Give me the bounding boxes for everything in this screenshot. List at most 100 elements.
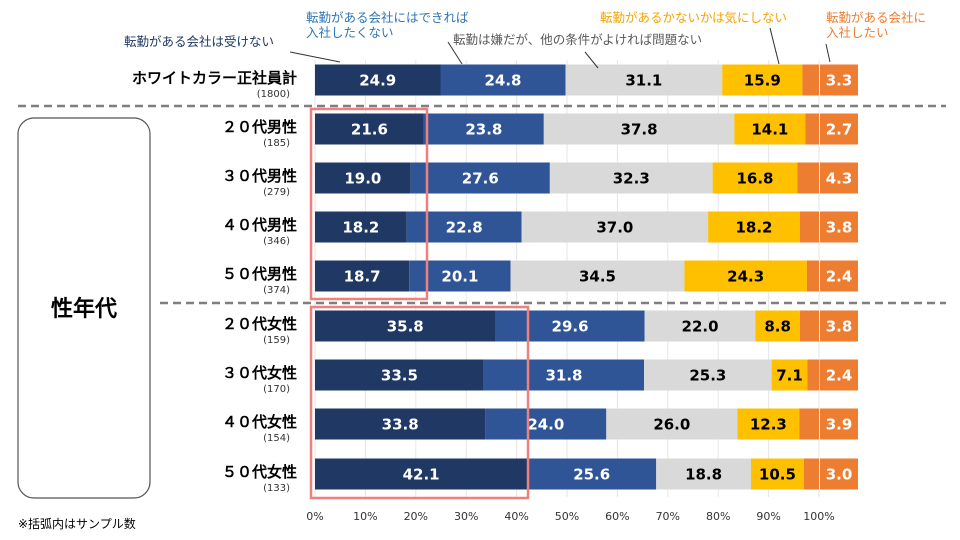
bar-segment-outside-box <box>820 211 858 243</box>
legend-label: 転勤がある会社に <box>826 10 926 25</box>
bar-segment <box>799 408 819 440</box>
legend-label: 入社したくない <box>306 25 394 40</box>
data-label: 27.6 <box>462 170 499 188</box>
x-tick-label: 0% <box>306 510 323 523</box>
data-label: 34.5 <box>579 268 616 286</box>
bar-segment <box>737 408 800 440</box>
bar-segment <box>684 260 807 292</box>
data-label: 24.3 <box>727 268 764 286</box>
bar-segment <box>543 113 735 145</box>
data-label: 2.7 <box>826 121 853 139</box>
row-label: ５０代女性 <box>222 463 297 481</box>
bar-segment <box>755 310 800 342</box>
legend-leader-line <box>447 41 463 65</box>
bar-segment <box>644 310 756 342</box>
bar-segment-outside-box <box>820 458 858 490</box>
bar-segment <box>722 64 803 96</box>
row-sample-size: (154) <box>263 433 290 444</box>
data-label: 18.7 <box>344 268 381 286</box>
bar-segment <box>644 359 772 391</box>
bar-segment <box>483 359 645 391</box>
data-label: 31.1 <box>625 72 662 90</box>
data-label: 3.8 <box>826 219 853 237</box>
group-label: 性年代 <box>51 296 117 322</box>
data-label: 35.8 <box>387 318 424 336</box>
row-label: ４０代女性 <box>222 413 297 431</box>
row-label: ３０代女性 <box>222 364 297 382</box>
data-label: 2.4 <box>826 367 853 385</box>
bar-segment <box>410 162 550 194</box>
row-label: ２０代男性 <box>222 118 297 136</box>
bar-segment <box>802 64 819 96</box>
data-label: 21.6 <box>351 121 388 139</box>
bar-segment <box>521 211 709 243</box>
row-label: ２０代女性 <box>222 315 297 333</box>
bar-segment <box>315 408 486 440</box>
row-label: ４０代男性 <box>222 216 297 234</box>
group-box <box>17 117 151 499</box>
x-tick-label: 60% <box>605 510 629 523</box>
row-label: ホワイトカラー正社員計 <box>132 69 297 87</box>
row-sample-size: (133) <box>263 483 290 494</box>
data-label: 8.8 <box>764 318 791 336</box>
data-label: 24.9 <box>359 72 396 90</box>
bar-segment <box>315 211 407 243</box>
data-label: 25.6 <box>573 466 610 484</box>
data-label: 18.8 <box>685 466 722 484</box>
highlight-box <box>309 107 429 301</box>
data-label: 33.5 <box>381 367 418 385</box>
legend-leader-line <box>825 43 831 63</box>
bar-segment-outside-box <box>820 359 858 391</box>
data-label: 31.8 <box>545 367 582 385</box>
data-label: 29.6 <box>552 318 589 336</box>
data-label: 3.0 <box>826 466 853 484</box>
bar-segment <box>734 113 806 145</box>
x-tick-label: 70% <box>656 510 680 523</box>
data-label: 3.8 <box>826 318 853 336</box>
data-label: 24.8 <box>484 72 521 90</box>
legend-label: 入社したい <box>826 25 889 40</box>
bar-segment <box>799 211 819 243</box>
bar-segment <box>606 408 738 440</box>
row-sample-size: (159) <box>263 335 290 346</box>
legend-leader-line <box>584 51 599 69</box>
data-label: 20.1 <box>441 268 478 286</box>
bar-segment <box>315 64 441 96</box>
bar-segment <box>315 113 424 145</box>
bar-segment <box>315 310 496 342</box>
row-sample-size: (1800) <box>257 89 290 100</box>
legend-leader-line <box>769 27 780 65</box>
data-label: 33.8 <box>382 416 419 434</box>
row-label: ５０代男性 <box>222 265 297 283</box>
bar-segment <box>565 64 723 96</box>
bar-segment <box>656 458 751 490</box>
x-tick-label: 30% <box>454 510 478 523</box>
bar-segment-outside-box <box>820 310 858 342</box>
data-label: 2.4 <box>826 268 853 286</box>
data-label: 32.3 <box>613 170 650 188</box>
x-tick-label: 80% <box>706 510 730 523</box>
row-sample-size: (346) <box>263 236 290 247</box>
bar-segment <box>495 310 645 342</box>
data-label: 26.0 <box>653 416 690 434</box>
bar-segment <box>315 458 528 490</box>
data-label: 19.0 <box>344 170 381 188</box>
bar-segment <box>805 113 819 145</box>
row-sample-size: (170) <box>263 384 290 395</box>
data-label: 42.1 <box>403 466 440 484</box>
highlight-box <box>309 305 530 500</box>
x-tick-label: 40% <box>504 510 528 523</box>
row-sample-size: (279) <box>263 187 290 198</box>
bar-segment <box>708 211 800 243</box>
bar-segment-outside-box <box>820 162 858 194</box>
legend-label: 転勤があるかないかは気にしない <box>600 10 787 25</box>
x-tick-label: 100% <box>803 510 834 523</box>
data-label: 14.1 <box>751 121 788 139</box>
data-label: 22.0 <box>682 318 719 336</box>
legend-label: 転勤がある会社は受けない <box>124 34 274 49</box>
data-label: 4.3 <box>826 170 853 188</box>
data-label: 37.0 <box>596 219 633 237</box>
bar-segment <box>315 260 410 292</box>
bar-segment <box>807 359 820 391</box>
